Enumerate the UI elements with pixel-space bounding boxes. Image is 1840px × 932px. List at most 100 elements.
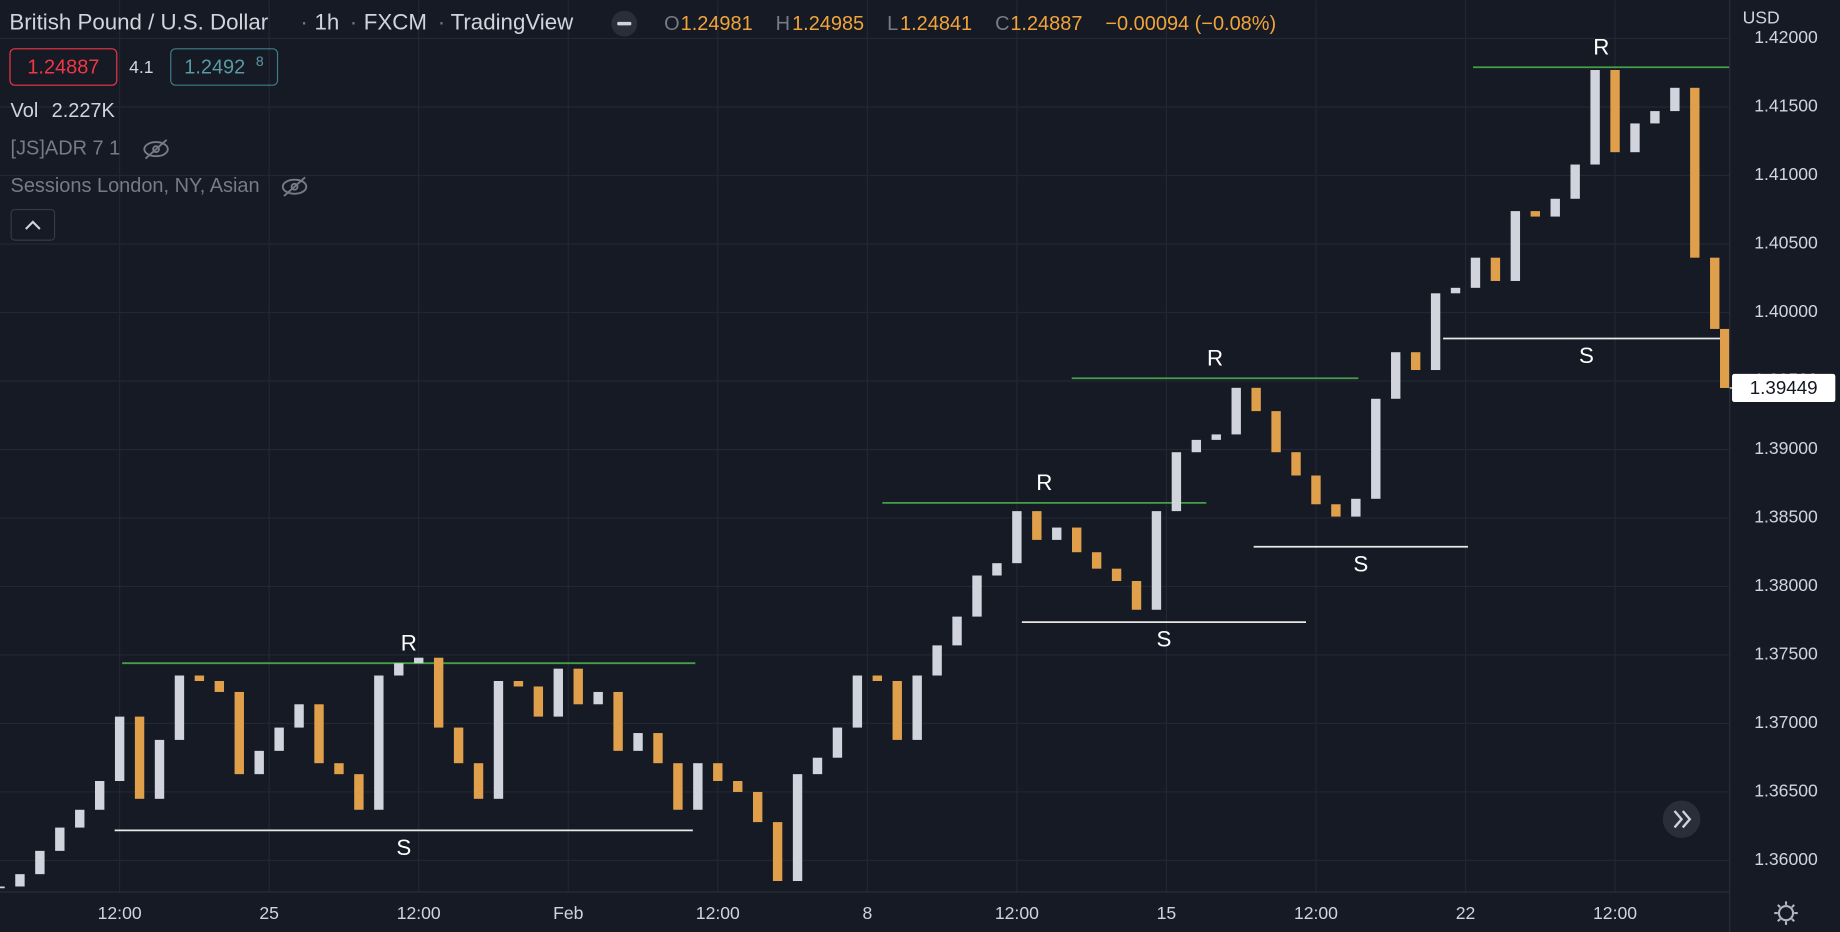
candle: [1351, 498, 1361, 517]
candle: [254, 750, 264, 775]
grid: [0, 0, 1730, 892]
candle: [912, 675, 922, 740]
sell-button[interactable]: 1.24887: [9, 48, 118, 86]
candle: [433, 657, 444, 728]
candle: [1650, 111, 1660, 124]
change: −0.00094 (−0.08%): [1105, 13, 1276, 35]
candle: [1690, 87, 1700, 258]
candle: [673, 763, 683, 810]
candle: [1171, 452, 1182, 512]
x-tick-label: 8: [862, 903, 872, 923]
y-tick-label: 1.37000: [1754, 712, 1818, 732]
collapse-legend-button[interactable]: [611, 10, 638, 37]
scroll-to-realtime-button[interactable]: [1662, 800, 1701, 838]
candle: [932, 645, 942, 676]
candle: [1510, 211, 1521, 281]
candle: [992, 563, 1002, 576]
candle: [852, 675, 863, 728]
candle: [75, 809, 85, 828]
candle: [134, 716, 145, 799]
high-value: 1.24985: [792, 13, 864, 35]
candle: [553, 668, 563, 717]
candle: [274, 727, 284, 751]
candle: [1710, 257, 1720, 329]
separator: ·: [438, 9, 445, 34]
y-tick-label: 1.40000: [1754, 301, 1818, 321]
candle: [1052, 527, 1062, 540]
currency[interactable]: USD: [1743, 8, 1780, 28]
candle: [1530, 211, 1540, 217]
candle: [394, 663, 404, 676]
candle: [473, 763, 484, 799]
bid-price[interactable]: 1.24887: [27, 56, 99, 78]
candle: [1550, 198, 1560, 217]
candle: [1191, 439, 1202, 453]
candle: [154, 739, 165, 799]
candle: [653, 733, 663, 764]
candle: [952, 616, 962, 646]
symbol[interactable]: British Pound / U.S. Dollar: [9, 9, 268, 34]
x-tick-label: 12:00: [98, 903, 142, 923]
level-label: R: [1036, 470, 1052, 495]
ask-pip[interactable]: 8: [256, 53, 264, 69]
level-label: S: [1579, 343, 1594, 368]
candle: [533, 686, 544, 717]
candle: [194, 675, 205, 681]
open-value: 1.24981: [681, 13, 753, 35]
indicator-name[interactable]: [JS]ADR 7 1: [11, 137, 121, 159]
candle: [314, 704, 324, 764]
candle: [1331, 504, 1341, 517]
indicator-name[interactable]: Sessions London, NY, Asian: [11, 175, 260, 197]
levels: S R R S R S S R: [114, 34, 1730, 860]
candle: [772, 822, 783, 882]
candle: [513, 680, 524, 687]
collapse-indicators-button[interactable]: [10, 209, 56, 241]
y-tick-label: 1.38000: [1754, 575, 1818, 595]
x-tick-label: 12:00: [1593, 903, 1637, 923]
candle: [493, 680, 504, 799]
candle: [334, 763, 344, 775]
y-tick-label: 1.42000: [1754, 27, 1818, 47]
candle: [713, 763, 723, 782]
candle: [573, 668, 583, 705]
candle: [812, 757, 823, 775]
last-price-box: [1732, 373, 1836, 403]
y-tick-label: 1.41000: [1754, 164, 1818, 184]
level-label: R: [1207, 345, 1223, 370]
x-tick-label: 25: [259, 903, 279, 923]
buy-button[interactable]: 1.2492 8: [170, 48, 279, 86]
candle: [1231, 387, 1241, 435]
candle: [174, 675, 185, 740]
candle: [792, 774, 803, 882]
candle: [1251, 387, 1261, 412]
candle: [892, 680, 902, 740]
interval[interactable]: 1h: [314, 9, 339, 34]
candle: [35, 850, 45, 875]
y-tick-label: 1.36500: [1754, 781, 1818, 801]
x-tick-label: 12:00: [995, 903, 1039, 923]
candle: [1590, 70, 1600, 165]
candle: [1490, 257, 1501, 281]
volume-value: 2.227K: [52, 100, 116, 122]
level-label: S: [1353, 551, 1368, 576]
candle: [1091, 552, 1102, 569]
settings-button[interactable]: [1774, 901, 1798, 925]
candle: [414, 657, 424, 664]
y-tick-label: 1.39000: [1754, 438, 1818, 458]
x-tick-label: 22: [1456, 903, 1476, 923]
candle: [95, 781, 105, 810]
hidden-icon[interactable]: [143, 139, 169, 160]
volume-label: Vol: [11, 100, 39, 122]
hidden-icon[interactable]: [281, 176, 308, 197]
open-label: O: [664, 13, 680, 35]
candle: [1012, 511, 1022, 564]
candle: [1291, 452, 1301, 476]
candle: [1410, 352, 1421, 371]
candle: [453, 727, 464, 764]
candle: [633, 733, 643, 751]
candle: [1371, 398, 1381, 499]
close-value: 1.24887: [1010, 13, 1082, 35]
ask-price[interactable]: 1.2492: [184, 56, 245, 78]
candle: [354, 774, 364, 810]
